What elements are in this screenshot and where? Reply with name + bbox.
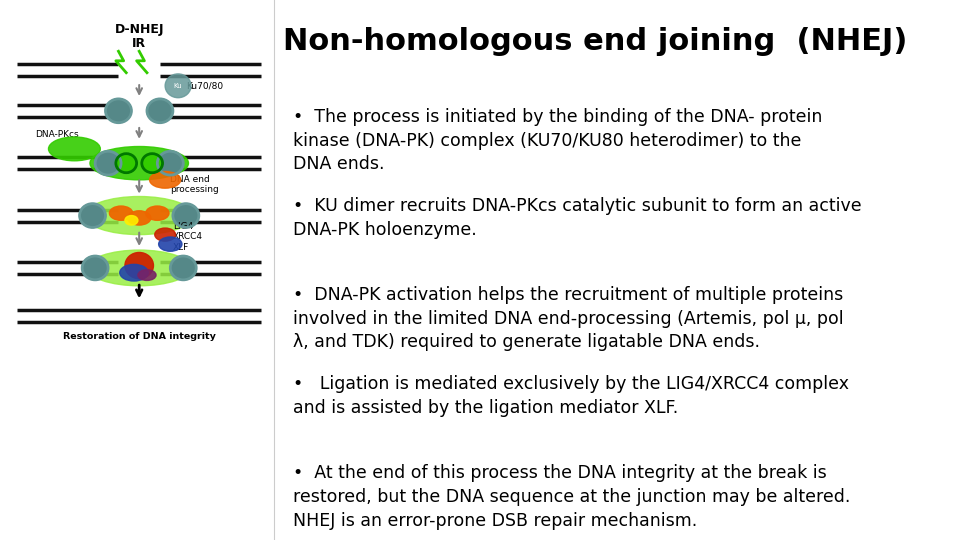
Ellipse shape — [125, 215, 138, 225]
Circle shape — [116, 154, 136, 173]
Circle shape — [173, 204, 199, 227]
Circle shape — [165, 74, 191, 98]
Text: •  The process is initiated by the binding of the DNA- protein
kinase (DNA-PK) c: • The process is initiated by the bindin… — [293, 108, 822, 173]
Ellipse shape — [155, 228, 176, 241]
Ellipse shape — [120, 265, 148, 281]
Text: DNA-PKcs: DNA-PKcs — [36, 130, 79, 139]
Text: Ku: Ku — [174, 83, 182, 89]
Text: Ku70/80: Ku70/80 — [186, 82, 223, 90]
Text: DNA end
processing: DNA end processing — [170, 175, 219, 194]
Circle shape — [125, 253, 154, 279]
Ellipse shape — [87, 250, 191, 286]
Text: •  KU dimer recruits DNA-PKcs catalytic subunit to form an active
DNA-PK holoenz: • KU dimer recruits DNA-PKcs catalytic s… — [293, 197, 861, 239]
Text: Restoration of DNA integrity: Restoration of DNA integrity — [62, 332, 216, 341]
Circle shape — [80, 204, 106, 227]
Text: LIG4
XRCC4
XLF: LIG4 XRCC4 XLF — [173, 222, 203, 252]
Ellipse shape — [84, 197, 194, 234]
Ellipse shape — [128, 211, 151, 225]
Circle shape — [170, 256, 196, 280]
Ellipse shape — [48, 137, 101, 161]
Ellipse shape — [150, 172, 180, 188]
Ellipse shape — [90, 146, 188, 180]
Text: IR: IR — [132, 37, 146, 50]
Ellipse shape — [158, 237, 182, 251]
Circle shape — [147, 99, 173, 123]
Circle shape — [142, 154, 162, 173]
Circle shape — [95, 151, 121, 175]
Ellipse shape — [138, 269, 156, 280]
Text: •  At the end of this process the DNA integrity at the break is
restored, but th: • At the end of this process the DNA int… — [293, 464, 851, 530]
Text: •   Ligation is mediated exclusively by the LIG4/XRCC4 complex
and is assisted b: • Ligation is mediated exclusively by th… — [293, 375, 849, 417]
Text: D-NHEJ: D-NHEJ — [114, 23, 164, 36]
Ellipse shape — [109, 206, 132, 220]
Ellipse shape — [146, 206, 169, 220]
Circle shape — [83, 256, 108, 280]
Circle shape — [157, 151, 183, 175]
Circle shape — [106, 99, 132, 123]
Text: Non-homologous end joining  (NHEJ): Non-homologous end joining (NHEJ) — [283, 27, 907, 56]
Text: •  DNA-PK activation helps the recruitment of multiple proteins
involved in the : • DNA-PK activation helps the recruitmen… — [293, 286, 844, 352]
